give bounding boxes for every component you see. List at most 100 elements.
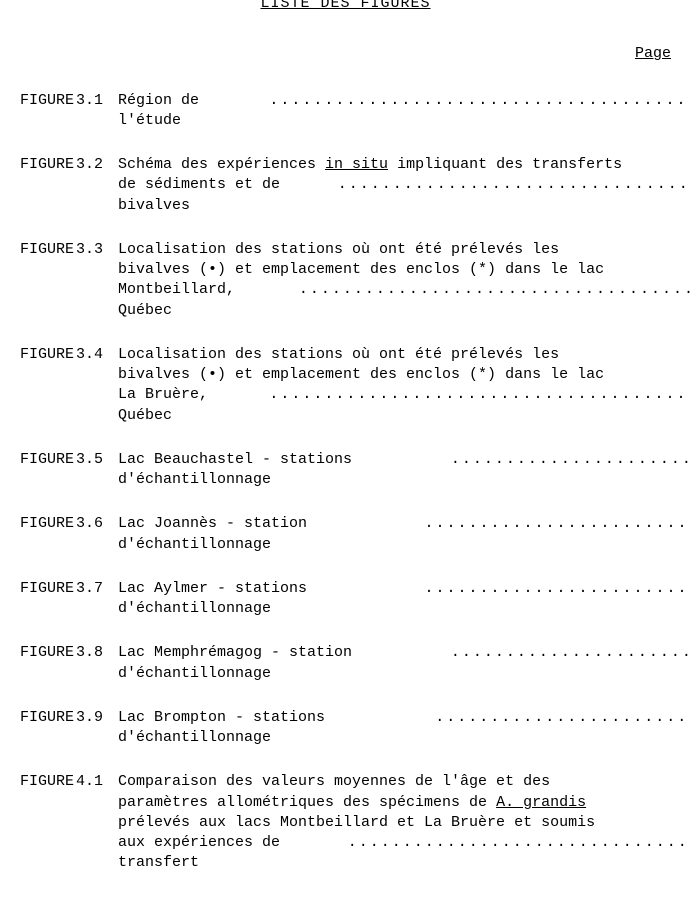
figure-description-last-line: aux expériences de transfert ...........…	[118, 833, 691, 874]
figure-description-line: Schéma des expériences in situ impliquan…	[118, 155, 691, 175]
figure-description: Comparaison des valeurs moyennes de l'âg…	[118, 772, 691, 873]
figure-number: 3.6	[76, 514, 118, 534]
figure-description-last-line: Montbeillard, Québec ...................…	[118, 280, 691, 321]
figure-description-last-text: La Bruère, Québec	[118, 385, 265, 426]
figure-number: 3.8	[76, 643, 118, 663]
leader-dots: ........................................…	[265, 385, 691, 405]
figure-description-last-line: Région de l'étude ......................…	[118, 91, 691, 132]
figure-entry: FIGURE3.7Lac Aylmer - stations d'échanti…	[20, 579, 671, 620]
figure-entry: FIGURE3.8Lac Memphrémagog - station d'éc…	[20, 643, 671, 684]
leader-dots: ........................................…	[344, 833, 691, 853]
text-segment: Lac Aylmer - stations d'échantillonnage	[118, 580, 316, 617]
figure-description-line: paramètres allométriques des spécimens d…	[118, 793, 691, 813]
figure-description: Localisation des stations où ont été pré…	[118, 345, 691, 426]
figure-entry: FIGURE3.1Région de l'étude .............…	[20, 91, 671, 132]
text-segment: Lac Joannès - station d'échantillonnage	[118, 515, 316, 552]
figure-description: Lac Aylmer - stations d'échantillonnage …	[118, 579, 691, 620]
figure-description-last-text: Région de l'étude	[118, 91, 265, 132]
text-segment: paramètres allométriques des spécimens d…	[118, 794, 496, 811]
text-segment: Schéma des expériences	[118, 156, 325, 173]
figure-entry: FIGURE4.1Comparaison des valeurs moyenne…	[20, 772, 671, 873]
figure-list: FIGURE3.1Région de l'étude .............…	[20, 91, 671, 874]
text-segment: Lac Brompton - stations d'échantillonnag…	[118, 709, 334, 746]
figure-entry: FIGURE3.6Lac Joannès - station d'échanti…	[20, 514, 671, 555]
text-segment: Lac Memphrémagog - station d'échantillon…	[118, 644, 361, 681]
figure-description-line: bivalves (•) et emplacement des enclos (…	[118, 260, 691, 280]
figure-description-last-text: de sédiments et de bivalves	[118, 175, 334, 216]
figure-entry: FIGURE3.9Lac Brompton - stations d'échan…	[20, 708, 671, 749]
page-column-header: Page	[20, 44, 671, 64]
figure-description-last-line: Lac Memphrémagog - station d'échantillon…	[118, 643, 691, 684]
figure-description: Région de l'étude ......................…	[118, 91, 691, 132]
figure-description-last-line: Lac Brompton - stations d'échantillonnag…	[118, 708, 691, 749]
figure-description-last-text: Lac Aylmer - stations d'échantillonnage	[118, 579, 421, 620]
figure-number: 3.7	[76, 579, 118, 599]
text-segment: Région de l'étude	[118, 92, 208, 129]
leader-dots: ........................................…	[421, 514, 691, 534]
figure-number: 3.9	[76, 708, 118, 728]
figure-description-last-text: aux expériences de transfert	[118, 833, 344, 874]
figure-description-last-line: La Bruère, Québec ......................…	[118, 385, 691, 426]
figure-entry: FIGURE3.5Lac Beauchastel - stations d'éc…	[20, 450, 671, 491]
figure-number: 3.3	[76, 240, 118, 260]
page-column-header-text: Page	[635, 45, 671, 62]
figure-description: Lac Beauchastel - stations d'échantillon…	[118, 450, 691, 491]
leader-dots: ........................................…	[265, 91, 691, 111]
text-segment: bivalves (•) et emplacement des enclos (…	[118, 366, 604, 383]
figure-description-last-text: Lac Brompton - stations d'échantillonnag…	[118, 708, 431, 749]
figure-entry: FIGURE3.3Localisation des stations où on…	[20, 240, 671, 321]
figure-description-last-text: Lac Memphrémagog - station d'échantillon…	[118, 643, 447, 684]
figure-description: Lac Brompton - stations d'échantillonnag…	[118, 708, 691, 749]
figure-description-line: bivalves (•) et emplacement des enclos (…	[118, 365, 691, 385]
figure-number: 3.4	[76, 345, 118, 365]
leader-dots: ........................................…	[421, 579, 691, 599]
leader-dots: ........................................…	[295, 280, 691, 300]
leader-dots: ........................................…	[334, 175, 691, 195]
figure-description: Lac Joannès - station d'échantillonnage …	[118, 514, 691, 555]
figure-description-last-line: Lac Beauchastel - stations d'échantillon…	[118, 450, 691, 491]
document-title: LISTE DES FIGURES	[260, 0, 430, 14]
figure-description-line: Localisation des stations où ont été pré…	[118, 240, 691, 260]
figure-entry: FIGURE3.2Schéma des expériences in situ …	[20, 155, 671, 216]
text-segment: A. grandis	[496, 794, 586, 811]
page: LISTE DES FIGURES Page FIGURE3.1Région d…	[0, 0, 691, 918]
figure-label: FIGURE	[20, 772, 76, 792]
figure-description-line: Localisation des stations où ont été pré…	[118, 345, 691, 365]
figure-description: Localisation des stations où ont été pré…	[118, 240, 691, 321]
figure-label: FIGURE	[20, 155, 76, 175]
text-segment: Lac Beauchastel - stations d'échantillon…	[118, 451, 361, 488]
figure-description-last-line: de sédiments et de bivalves ............…	[118, 175, 691, 216]
text-segment: Comparaison des valeurs moyennes de l'âg…	[118, 773, 550, 790]
text-segment: Montbeillard, Québec	[118, 281, 244, 318]
figure-description-last-line: Lac Joannès - station d'échantillonnage …	[118, 514, 691, 555]
figure-description-last-text: Lac Beauchastel - stations d'échantillon…	[118, 450, 447, 491]
figure-description-last-text: Montbeillard, Québec	[118, 280, 295, 321]
leader-dots: ........................................…	[447, 643, 691, 663]
text-segment: prélevés aux lacs Montbeillard et La Bru…	[118, 814, 595, 831]
figure-label: FIGURE	[20, 345, 76, 365]
text-segment: Localisation des stations où ont été pré…	[118, 346, 559, 363]
text-segment: aux expériences de transfert	[118, 834, 289, 871]
figure-label: FIGURE	[20, 579, 76, 599]
figure-description-last-line: Lac Aylmer - stations d'échantillonnage …	[118, 579, 691, 620]
leader-dots: ........................................…	[447, 450, 691, 470]
leader-dots: ........................................…	[431, 708, 691, 728]
figure-label: FIGURE	[20, 91, 76, 111]
figure-description-line: prélevés aux lacs Montbeillard et La Bru…	[118, 813, 691, 833]
figure-label: FIGURE	[20, 240, 76, 260]
figure-number: 3.2	[76, 155, 118, 175]
title-wrap: LISTE DES FIGURES	[20, 0, 671, 14]
text-segment: La Bruère, Québec	[118, 386, 217, 423]
figure-label: FIGURE	[20, 708, 76, 728]
figure-number: 3.1	[76, 91, 118, 111]
text-segment: in situ	[325, 156, 388, 173]
figure-entry: FIGURE3.4Localisation des stations où on…	[20, 345, 671, 426]
text-segment: Localisation des stations où ont été pré…	[118, 241, 559, 258]
figure-description: Schéma des expériences in situ impliquan…	[118, 155, 691, 216]
figure-description-line: Comparaison des valeurs moyennes de l'âg…	[118, 772, 691, 792]
figure-description-last-text: Lac Joannès - station d'échantillonnage	[118, 514, 421, 555]
figure-number: 3.5	[76, 450, 118, 470]
text-segment: impliquant des transferts	[388, 156, 622, 173]
figure-number: 4.1	[76, 772, 118, 792]
text-segment: de sédiments et de bivalves	[118, 176, 289, 213]
